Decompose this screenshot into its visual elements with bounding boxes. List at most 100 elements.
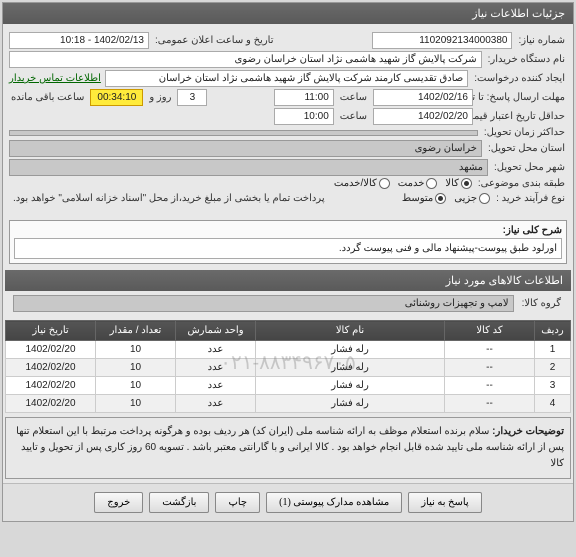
table-cell: رله فشار — [256, 377, 445, 395]
goods-table: ردیفکد کالانام کالاواحد شمارشتعداد / مقد… — [5, 320, 571, 413]
back-button[interactable]: بازگشت — [149, 492, 209, 513]
delivery-province-value: خراسان رضوی — [9, 140, 482, 157]
request-creator-value: صادق تقدیسی کارمند شرکت پالایش گاز شهید … — [105, 70, 468, 87]
need-desc-value: اورلود طبق پیوست-پیشنهاد مالی و فنی پیوس… — [14, 238, 562, 259]
table-header: کد کالا — [445, 321, 535, 341]
delivery-max-value — [9, 130, 478, 136]
process-radio-group: جزیی متوسط — [402, 193, 490, 204]
table-cell: -- — [445, 359, 535, 377]
radio-both-label: کالا/خدمت — [334, 178, 377, 189]
category-label: طبقه بندی موضوعی: — [476, 178, 567, 189]
table-cell: رله فشار — [256, 359, 445, 377]
validity-time-value: 10:00 — [274, 108, 334, 125]
delivery-city-value: مشهد — [9, 159, 488, 176]
radio-medium[interactable]: متوسط — [402, 193, 446, 204]
radio-low-label: جزیی — [454, 193, 477, 204]
table-cell: -- — [445, 377, 535, 395]
buyer-notes-label: توضیحات خریدار: — [492, 426, 564, 437]
table-header: تعداد / مقدار — [96, 321, 176, 341]
radio-goods[interactable]: کالا — [445, 178, 472, 189]
radio-both-dot — [379, 178, 390, 189]
table-cell: -- — [445, 341, 535, 359]
table-cell: عدد — [176, 359, 256, 377]
countdown-timer: 00:34:10 — [90, 89, 143, 106]
table-header: واحد شمارش — [176, 321, 256, 341]
delivery-city-label: شهر محل تحویل: — [492, 162, 567, 173]
goods-group-value: لامپ و تجهیزات روشنائی — [13, 295, 514, 312]
table-header: ردیف — [535, 321, 571, 341]
table-cell: رله فشار — [256, 341, 445, 359]
table-row[interactable]: 1--رله فشارعدد101402/02/20 — [6, 341, 571, 359]
validity-date-value: 1402/02/20 — [373, 108, 473, 125]
table-cell: 1 — [535, 341, 571, 359]
radio-medium-label: متوسط — [402, 193, 433, 204]
table-header: تاریخ نیاز — [6, 321, 96, 341]
table-cell: 4 — [535, 395, 571, 413]
table-cell: 10 — [96, 377, 176, 395]
panel-title: جزئیات اطلاعات نیاز — [3, 3, 573, 24]
category-radio-group: کالا خدمت کالا/خدمت — [334, 178, 472, 189]
response-time-value: 11:00 — [274, 89, 334, 106]
respond-button[interactable]: پاسخ به نیاز — [408, 492, 482, 513]
need-desc-box: شرح کلی نیاز: اورلود طبق پیوست-پیشنهاد م… — [9, 220, 567, 264]
table-cell: 1402/02/20 — [6, 341, 96, 359]
radio-service[interactable]: خدمت — [398, 178, 438, 189]
buyer-device-value: شرکت پالایش گاز شهید هاشمی نژاد استان خر… — [9, 51, 482, 68]
buyer-device-label: نام دستگاه خریدار: — [486, 54, 567, 65]
remaining-label: ساعت باقی مانده — [9, 92, 86, 103]
exit-button[interactable]: خروج — [94, 492, 143, 513]
need-desc-label: شرح کلی نیاز: — [14, 225, 562, 236]
table-cell: 1402/02/20 — [6, 395, 96, 413]
table-cell: 1402/02/20 — [6, 359, 96, 377]
radio-both[interactable]: کالا/خدمت — [334, 178, 390, 189]
table-cell: -- — [445, 395, 535, 413]
radio-goods-label: کالا — [445, 178, 459, 189]
goods-section-title: اطلاعات کالاهای مورد نیاز — [5, 270, 571, 291]
table-cell: عدد — [176, 395, 256, 413]
response-date-value: 1402/02/16 — [373, 89, 473, 106]
table-cell: عدد — [176, 377, 256, 395]
announce-datetime-value: 1402/02/13 - 10:18 — [9, 32, 149, 49]
table-header: نام کالا — [256, 321, 445, 341]
need-number-label: شماره نیاز: — [516, 35, 567, 46]
response-from-label: مهلت ارسال پاسخ: تا تاریخ: — [477, 92, 567, 103]
contact-link[interactable]: اطلاعات تماس خریدار — [9, 73, 101, 84]
process-type-label: نوع فرآیند خرید : — [494, 193, 567, 204]
buyer-notes-box: توضیحات خریدار: سلام برنده استعلام موظف … — [5, 417, 571, 479]
table-cell: 10 — [96, 359, 176, 377]
table-container: ۰۲۱-۸۸۳۴۹۶۷۰۵ ردیفکد کالانام کالاواحد شم… — [3, 320, 573, 413]
table-row[interactable]: 2--رله فشارعدد101402/02/20 — [6, 359, 571, 377]
hour-label-1: ساعت — [338, 92, 369, 103]
radio-service-dot — [426, 178, 437, 189]
radio-low[interactable]: جزیی — [454, 193, 490, 204]
buyer-notes-text: سلام برنده استعلام موظف به ارائه شناسه م… — [16, 426, 564, 469]
response-days-value: 3 — [177, 89, 207, 106]
delivery-province-label: استان محل تحویل: — [486, 143, 567, 154]
min-validity-label: حداقل تاریخ اعتبار قیمت: تا تاریخ: — [477, 111, 567, 122]
radio-goods-dot — [461, 178, 472, 189]
hour-label-2: ساعت — [338, 111, 369, 122]
radio-medium-dot — [435, 193, 446, 204]
payment-note: پرداخت تمام یا بخشی از مبلغ خرید،از محل … — [9, 191, 329, 206]
footer-buttons: پاسخ به نیاز مشاهده مدارک پیوستی (1) چاپ… — [3, 483, 573, 521]
details-panel: جزئیات اطلاعات نیاز شماره نیاز: 11020921… — [2, 2, 574, 522]
attachments-button[interactable]: مشاهده مدارک پیوستی (1) — [266, 492, 402, 513]
table-cell: عدد — [176, 341, 256, 359]
need-number-value: 1102092134000380 — [372, 32, 512, 49]
announce-datetime-label: تاریخ و ساعت اعلان عمومی: — [153, 35, 276, 46]
radio-service-label: خدمت — [398, 178, 425, 189]
table-row[interactable]: 3--رله فشارعدد101402/02/20 — [6, 377, 571, 395]
table-cell: رله فشار — [256, 395, 445, 413]
print-button[interactable]: چاپ — [215, 492, 260, 513]
table-cell: 10 — [96, 395, 176, 413]
table-row[interactable]: 4--رله فشارعدد101402/02/20 — [6, 395, 571, 413]
request-creator-label: ایجاد کننده درخواست: — [472, 73, 567, 84]
table-cell: 10 — [96, 341, 176, 359]
form-section: شماره نیاز: 1102092134000380 تاریخ و ساع… — [3, 24, 573, 214]
table-cell: 3 — [535, 377, 571, 395]
radio-low-dot — [479, 193, 490, 204]
table-cell: 2 — [535, 359, 571, 377]
delivery-max-label: حداکثر زمان تحویل: — [482, 127, 567, 138]
goods-group-label: گروه کالا: — [520, 298, 563, 309]
day-and-label: روز و — [147, 92, 173, 103]
